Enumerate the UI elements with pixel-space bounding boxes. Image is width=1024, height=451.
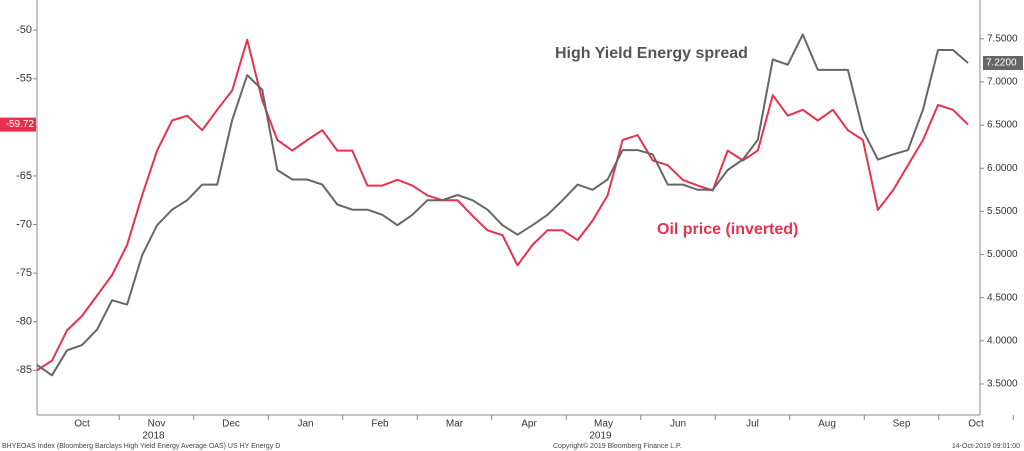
x-tick-label: Nov xyxy=(148,419,166,430)
y2-tick-label: 4.0000 xyxy=(987,335,1018,346)
year-label: 2018 xyxy=(142,431,165,442)
annotation: High Yield Energy spread xyxy=(555,45,748,62)
x-tick-label: Jul xyxy=(746,419,759,430)
y2-tick-label: 5.0000 xyxy=(987,249,1018,260)
year-label: 2019 xyxy=(589,431,612,442)
x-tick-label: Mar xyxy=(446,419,464,430)
x-tick-label: Aug xyxy=(818,419,836,430)
annotation: Oil price (inverted) xyxy=(657,221,798,238)
y2-tick-label: 3.5000 xyxy=(987,379,1018,390)
y-tick-label: -65 xyxy=(16,170,32,182)
x-tick-label: Oct xyxy=(968,419,984,430)
x-tick-label: Apr xyxy=(521,419,537,430)
x-tick-label: Dec xyxy=(222,419,240,430)
last-value-label: -59.72 xyxy=(6,119,35,130)
x-tick-label: Sep xyxy=(893,419,911,430)
footer: Copyright© 2019 Bloomberg Finance L.P. xyxy=(553,442,682,450)
x-tick-label: May xyxy=(594,419,613,430)
y-tick-label: -85 xyxy=(16,364,32,376)
last-value-badge xyxy=(0,117,36,132)
y-tick-label: -75 xyxy=(16,267,32,279)
x-tick-label: Jun xyxy=(670,419,686,430)
y-tick-label: -50 xyxy=(16,24,32,36)
footer: 14-Oct-2019 09:01:00 xyxy=(952,443,1020,450)
last-value-badge xyxy=(983,55,1023,70)
y-tick-label: -55 xyxy=(16,73,32,85)
y2-tick-label: 5.5000 xyxy=(987,206,1018,217)
y2-tick-label: 4.5000 xyxy=(987,292,1018,303)
y2-tick-label: 6.0000 xyxy=(987,163,1018,174)
y-tick-label: -80 xyxy=(16,316,32,328)
y2-tick-label: 7.0000 xyxy=(987,77,1018,88)
footer: BHYEOAS Index (Bloomberg Barclays High Y… xyxy=(2,443,280,450)
last-value-label: 7.2200 xyxy=(986,58,1017,69)
x-tick-label: Jan xyxy=(297,419,313,430)
y-tick-label: -70 xyxy=(16,218,32,230)
series-line xyxy=(36,38,969,372)
series-line xyxy=(36,33,969,377)
y2-tick-label: 6.5000 xyxy=(987,120,1018,131)
x-tick-label: Oct xyxy=(74,419,90,430)
y2-tick-label: 7.5000 xyxy=(987,33,1018,44)
x-tick-label: Feb xyxy=(371,419,389,430)
